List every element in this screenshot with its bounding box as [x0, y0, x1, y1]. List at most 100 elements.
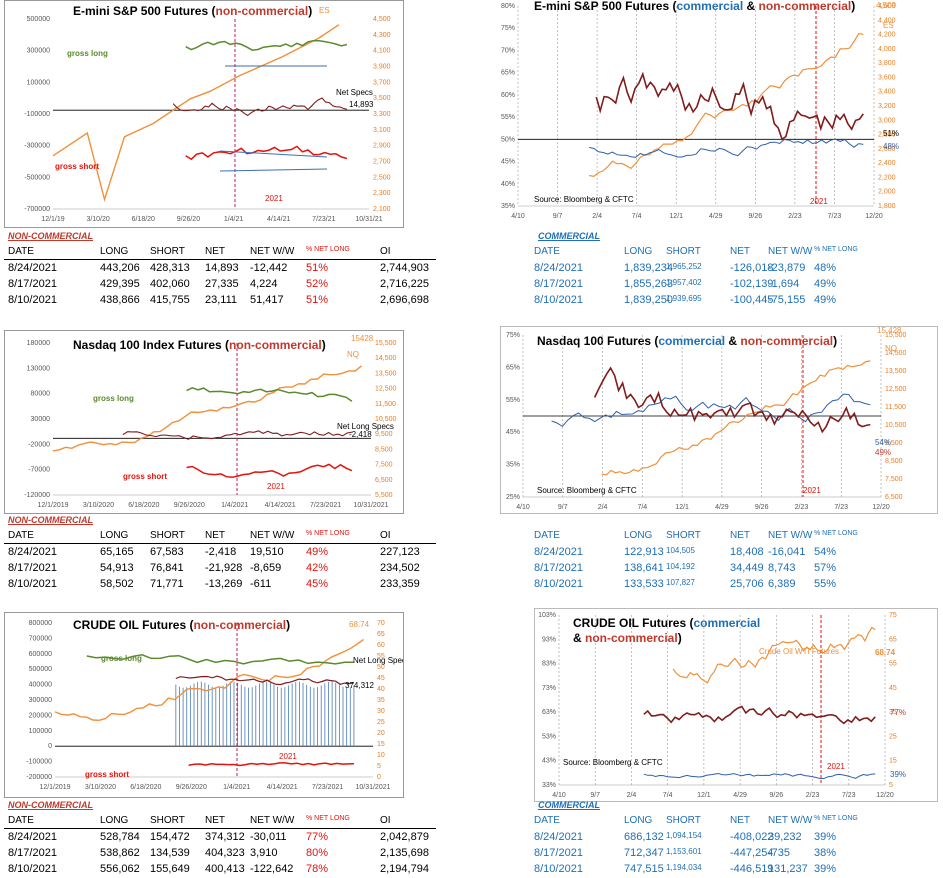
c-cell: 38%	[814, 847, 837, 859]
nc-column-header: % NET LONG	[306, 530, 350, 537]
left-tick-label: 500000	[27, 16, 50, 23]
nc-cell: 2,042,879	[380, 831, 429, 843]
x-tick-label: 7/23/2021	[310, 502, 341, 509]
source-label: Source: Bloomberg & CFTC	[563, 758, 663, 767]
c-cell: 107,827	[666, 578, 695, 587]
nc-column-header: NET	[205, 815, 225, 826]
x-tick-label: 12/20	[876, 792, 894, 799]
c-column-header: DATE	[534, 246, 560, 257]
c-cell: -16,041	[768, 546, 806, 558]
chart-title: E-mini S&P 500 Futures (commercial & non…	[534, 0, 855, 13]
c-cell: 39%	[814, 831, 837, 843]
nc-column-header: DATE	[8, 246, 34, 257]
left-tick-label: 700000	[29, 635, 52, 642]
left-tick-label: 800000	[29, 620, 52, 627]
x-tick-label: 4/10	[552, 792, 566, 799]
title-part: &	[573, 631, 585, 645]
c-column-header: DATE	[534, 530, 560, 541]
nc-cell: 4,224	[250, 278, 278, 290]
nc-cell: 438,866	[100, 294, 140, 306]
c-cell: -408,022	[730, 831, 774, 843]
c-column-header: LONG	[624, 246, 653, 257]
nc-column-header: LONG	[100, 815, 129, 826]
left-tick-label: 60%	[501, 92, 515, 99]
crude-noncommercial-chart: CRUDE OIL Futures (non-commercial) 800000…	[4, 612, 404, 798]
c-cell: 133,533	[624, 578, 664, 590]
c-cell: 1,153,601	[666, 847, 702, 856]
right-tick-label: 55	[377, 653, 385, 660]
x-tick-label: 7/23	[834, 504, 848, 511]
price-label: 15,428	[877, 327, 902, 335]
gross-short-label: gross short	[123, 472, 167, 481]
nc-cell: 155,649	[150, 863, 190, 875]
nc-cell: -12,442	[250, 262, 288, 274]
title-part: &	[725, 334, 740, 348]
right-tick-label: 10	[377, 752, 385, 759]
nc-cell: 8/17/2021	[8, 278, 57, 290]
gross-short-label: gross short	[85, 770, 129, 779]
c-column-header: % NET LONG	[814, 530, 858, 537]
c-cell: 39%	[814, 863, 837, 875]
chart-svg: E-mini S&P 500 Futures (non-commercial) 5…	[24, 4, 391, 223]
ticker-label: NQ	[347, 350, 359, 359]
nc-cell: 42%	[306, 562, 329, 574]
right-tick-label: 9,500	[375, 431, 393, 438]
sp500-noncommercial-chart: E-mini S&P 500 Futures (non-commercial) 5…	[4, 0, 404, 228]
left-tick-label: 300000	[27, 48, 50, 55]
gross-short-line	[186, 463, 353, 479]
gross-short-label: gross short	[55, 162, 99, 171]
title-part: non-commercial	[759, 0, 852, 13]
left-tick-label: 300000	[29, 697, 52, 704]
nc-cell: 23,111	[205, 294, 238, 306]
commercial-section-label: COMMERCIAL	[538, 800, 600, 810]
c-cell: -446,519	[730, 863, 774, 875]
nc-cell: 400,413	[205, 863, 245, 875]
commercial-section-label: COMMERCIAL	[538, 231, 600, 241]
chart-svg: CRUDE OIL Futures (commercial& non-comme…	[538, 612, 906, 799]
right-tick-label: 8,500	[885, 458, 903, 465]
nc-cell: 52%	[306, 278, 329, 290]
c-column-header: NET W/W	[768, 530, 813, 541]
right-tick-label: 9,500	[885, 440, 903, 447]
year-label: 2021	[827, 762, 845, 771]
title-part: )	[286, 618, 290, 632]
nc-cell: 556,062	[100, 863, 140, 875]
left-tick-label: 600000	[29, 651, 52, 658]
x-tick-label: 4/29	[709, 213, 723, 220]
right-tick-label: 11,500	[375, 401, 396, 408]
c-pct-label: 54%	[875, 438, 891, 447]
c-column-header: % NET LONG	[814, 246, 858, 253]
right-tick-label: 4,300	[373, 32, 391, 39]
right-tick-label: 2,200	[878, 174, 896, 181]
left-tick-label: 200000	[29, 712, 52, 719]
right-tick-label: 13,500	[375, 370, 397, 377]
c-cell: 1,957,402	[666, 278, 702, 287]
c-cell: 25,706	[730, 578, 764, 590]
chart-title: CRUDE OIL Futures (commercial	[573, 616, 760, 630]
nc-cell: 27,335	[205, 278, 239, 290]
left-tick-label: -120000	[24, 492, 50, 499]
c-cell: 39,232	[768, 831, 802, 843]
nc-cell: 402,060	[150, 278, 190, 290]
left-tick-label: 83%	[542, 661, 556, 668]
c-column-header: SHORT	[666, 815, 701, 826]
nc-cell: 67,583	[150, 546, 184, 558]
nc-cell: 76,841	[150, 562, 184, 574]
right-tick-label: 30	[377, 708, 385, 715]
nc-column-header: OI	[380, 815, 391, 826]
nc-cell: 8/10/2021	[8, 578, 57, 590]
chart-title: Nasdaq 100 Futures (commercial & non-com…	[537, 334, 837, 348]
left-tick-label: 55%	[501, 114, 515, 121]
title-part: non-commercial	[740, 334, 833, 348]
right-tick-label: 1,800	[878, 203, 896, 210]
x-tick-label: 4/29	[715, 504, 729, 511]
right-tick-label: 0	[377, 774, 381, 781]
x-tick-label: 10/31/2021	[355, 784, 390, 791]
nc-cell: 415,755	[150, 294, 190, 306]
left-tick-label: 130000	[27, 365, 50, 372]
nc-cell: 78%	[306, 863, 329, 875]
right-tick-label: 15	[889, 758, 897, 765]
x-tick-label: 12/20	[865, 213, 883, 220]
header-separator	[4, 828, 436, 829]
nc-cell: 51%	[306, 262, 329, 274]
